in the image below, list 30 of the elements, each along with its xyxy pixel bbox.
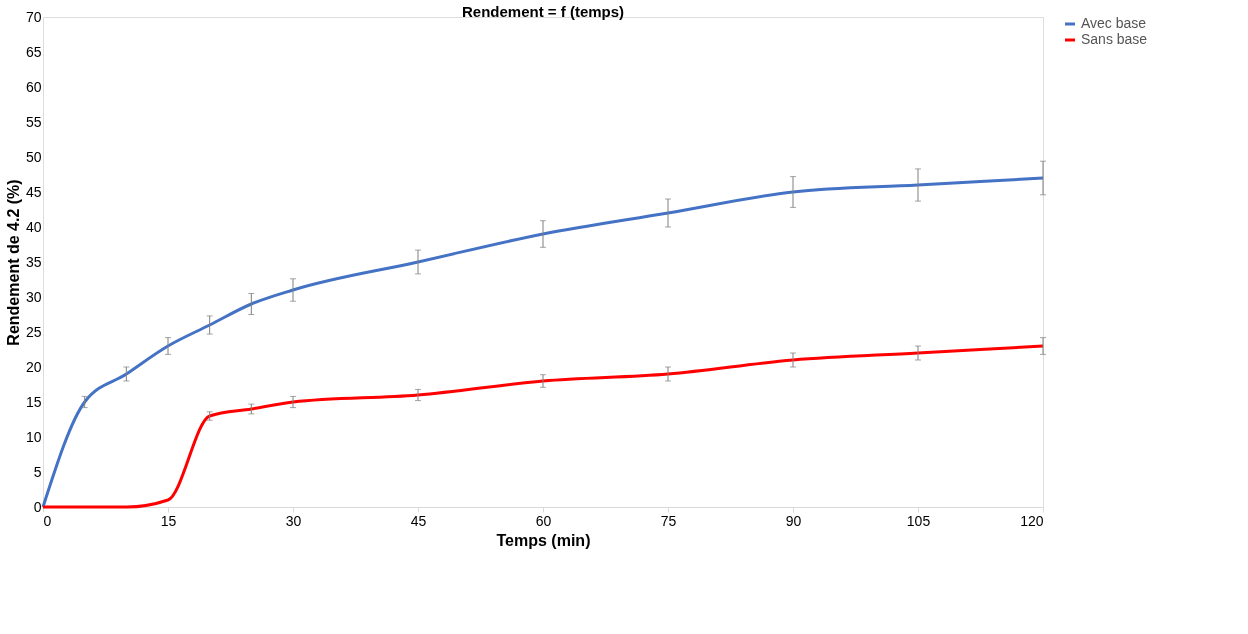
chart-title: Rendement = f (temps) bbox=[461, 3, 625, 20]
y-tick-label: 65 bbox=[25, 43, 42, 60]
x-tick-label: 60 bbox=[535, 512, 552, 529]
x-axis-title: Temps (min) bbox=[496, 531, 591, 549]
y-tick-label: 15 bbox=[25, 393, 42, 410]
x-tick-label: 105 bbox=[906, 512, 931, 529]
line-series bbox=[41, 344, 1045, 509]
y-axis-title: Rendement de 4.2 (%) bbox=[4, 179, 22, 346]
y-tick-label: 45 bbox=[25, 183, 42, 200]
x-tick-label: 15 bbox=[160, 512, 177, 529]
y-tick-label: 55 bbox=[25, 113, 42, 130]
y-tick-label: 50 bbox=[25, 148, 42, 165]
y-tick-label: 30 bbox=[25, 288, 42, 305]
y-tick-label: 35 bbox=[25, 253, 42, 270]
line-series bbox=[41, 176, 1045, 509]
y-tick-label: 0 bbox=[33, 498, 42, 515]
y-tick-label: 10 bbox=[25, 428, 42, 445]
legend-label: Sans base bbox=[1081, 31, 1148, 47]
y-tick-label: 20 bbox=[25, 358, 42, 375]
y-tick-label: 5 bbox=[33, 463, 42, 480]
x-tick-label: 30 bbox=[285, 512, 302, 529]
y-tick-label: 25 bbox=[25, 323, 42, 340]
x-tick-label: 75 bbox=[660, 512, 677, 529]
x-tick-label: 90 bbox=[785, 512, 802, 529]
x-tick-label: 120 bbox=[1020, 512, 1044, 529]
x-tick-label: 45 bbox=[410, 512, 427, 529]
y-tick-label: 60 bbox=[25, 78, 42, 95]
y-tick-label: 70 bbox=[25, 8, 42, 25]
legend-label: Avec base bbox=[1081, 15, 1147, 31]
y-tick-label: 40 bbox=[25, 218, 42, 235]
